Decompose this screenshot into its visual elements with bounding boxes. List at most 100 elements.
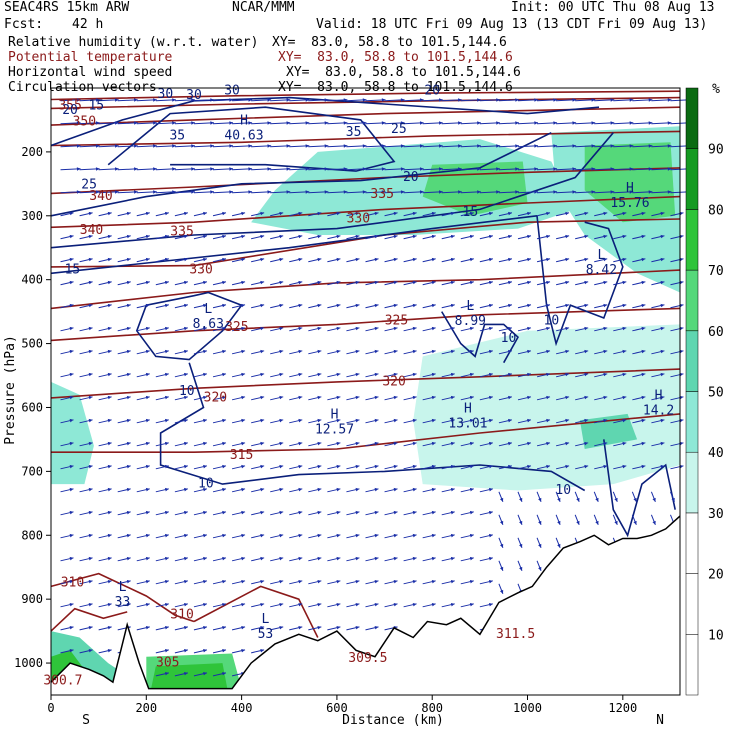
field-wind-name: Horizontal wind speed xyxy=(8,65,173,80)
vector-head xyxy=(260,395,265,400)
vector-head xyxy=(164,234,169,239)
vector-head xyxy=(469,602,474,607)
vector-head xyxy=(393,257,398,262)
vector-head xyxy=(641,441,646,446)
vector-head xyxy=(107,602,112,607)
fcst-value: 42 h xyxy=(72,17,104,32)
vector-head xyxy=(88,211,93,216)
vector-head xyxy=(172,98,176,102)
vector-head xyxy=(203,487,207,492)
vector-head xyxy=(88,648,93,653)
vector-head xyxy=(107,280,112,285)
vector-head xyxy=(203,349,207,354)
vector-head xyxy=(450,510,455,515)
vector-head xyxy=(527,418,531,423)
vector-head xyxy=(431,533,436,538)
vector-head xyxy=(164,602,169,607)
vector-head xyxy=(374,395,379,400)
x-tick-label: 1000 xyxy=(513,701,542,715)
vector-head xyxy=(241,326,246,331)
vector-head xyxy=(69,441,74,446)
vector-head xyxy=(641,303,646,308)
vector-head xyxy=(648,121,653,125)
vector-head xyxy=(260,533,265,538)
vector-head xyxy=(126,257,131,262)
vector-head xyxy=(260,257,265,262)
vector-head xyxy=(241,602,246,607)
vector-head xyxy=(279,625,284,630)
vector-head xyxy=(648,167,653,171)
vector-head xyxy=(298,579,303,584)
vector-head xyxy=(69,602,74,607)
vector-head xyxy=(508,395,512,400)
vector-head xyxy=(241,211,246,216)
vector-head xyxy=(164,326,169,331)
vector-head xyxy=(488,211,493,216)
vector-head xyxy=(107,326,112,331)
vector-head xyxy=(488,303,493,308)
extremum-type: H xyxy=(626,181,634,196)
vector-head xyxy=(210,190,214,194)
vector-head xyxy=(172,190,176,194)
vector-head xyxy=(145,579,150,584)
vector-head xyxy=(69,280,74,285)
vector-head xyxy=(374,556,379,561)
vector-head xyxy=(107,303,112,308)
vector-head xyxy=(355,349,360,354)
vector-head xyxy=(69,487,74,492)
vector-head xyxy=(298,257,303,262)
vector-head xyxy=(488,372,493,377)
vector-head xyxy=(317,326,322,331)
theta-contour xyxy=(50,572,195,623)
vector-head xyxy=(107,441,112,446)
vector-head xyxy=(267,98,272,102)
vector-head xyxy=(412,510,417,515)
vector-head xyxy=(260,487,265,492)
vector-head xyxy=(336,464,341,469)
vector-head xyxy=(622,280,627,285)
vector-head xyxy=(153,144,157,148)
vector-head xyxy=(145,257,150,262)
vector-head xyxy=(488,395,493,400)
vector-head xyxy=(355,625,360,630)
vector-head xyxy=(431,211,436,216)
vector-head xyxy=(248,190,253,194)
vector-head xyxy=(400,190,405,194)
vector-head xyxy=(546,257,551,262)
vector-head xyxy=(145,303,150,308)
vector-head xyxy=(164,211,169,216)
vector-head xyxy=(126,211,131,216)
vector-head xyxy=(641,211,646,216)
vector-head xyxy=(183,579,188,584)
vector-head xyxy=(488,602,493,607)
wind-label: 15 xyxy=(65,263,81,278)
vector-head xyxy=(191,98,195,102)
vector-head xyxy=(279,487,284,492)
vector-head xyxy=(317,349,322,354)
vector-head xyxy=(629,121,634,125)
x-tick-label: 1200 xyxy=(608,701,637,715)
vector-head xyxy=(499,543,504,548)
vector-head xyxy=(431,349,436,354)
vector-head xyxy=(222,372,227,377)
vector-head xyxy=(450,326,455,331)
vector-head xyxy=(279,303,284,308)
vector-head xyxy=(355,326,360,331)
vector-head xyxy=(679,257,684,262)
vector-head xyxy=(241,441,246,446)
vector-head xyxy=(527,234,531,239)
vector-head xyxy=(107,211,112,216)
vector-head xyxy=(355,579,360,584)
vector-head xyxy=(114,121,119,125)
vector-head xyxy=(393,556,398,561)
vector-head xyxy=(469,510,474,515)
vector-head xyxy=(519,520,523,525)
vector-head xyxy=(469,257,474,262)
vector-head xyxy=(381,98,386,102)
vector-head xyxy=(431,234,436,239)
vector-head xyxy=(412,211,417,216)
vector-head xyxy=(260,602,265,607)
vector-head xyxy=(355,303,360,308)
vector-head xyxy=(641,464,646,469)
